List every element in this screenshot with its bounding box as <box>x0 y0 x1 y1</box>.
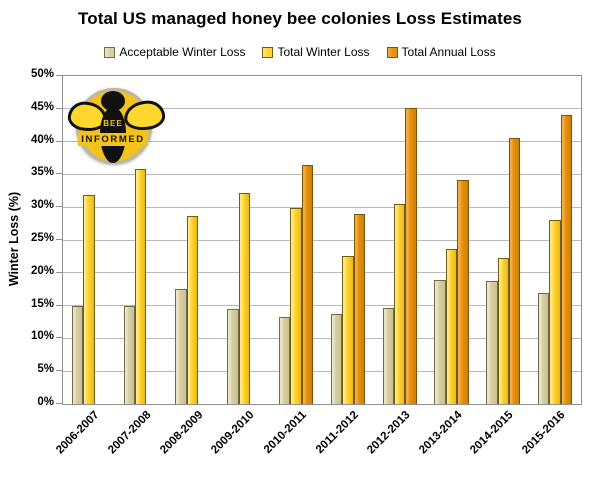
bar-total-winter-loss-2015-2016 <box>549 219 561 404</box>
y-tick-label: 5% <box>37 363 54 376</box>
bar-acceptable-winter-loss-2010-2011 <box>279 317 291 404</box>
y-tick-label: 10% <box>30 330 54 343</box>
x-axis-label: 2010-2011 <box>261 409 309 456</box>
y-tick-label: 50% <box>30 68 54 80</box>
gridline <box>63 239 581 241</box>
bar-total-winter-loss-2011-2012 <box>342 256 354 404</box>
y-tick-mark <box>56 370 62 372</box>
bar-acceptable-winter-loss-2006-2007 <box>71 305 84 404</box>
logo-banner: INFORMED <box>78 133 148 146</box>
y-tick-label: 45% <box>30 100 54 113</box>
bar-total-annual-loss-2010-2011 <box>301 165 314 404</box>
legend-item-total-winter-loss: Total Winter Loss <box>262 45 370 59</box>
plot-area: BEE INFORMED <box>62 75 582 405</box>
y-tick-mark <box>56 337 62 339</box>
bee-head-icon <box>101 91 125 111</box>
bar-acceptable-winter-loss-2011-2012 <box>330 314 343 404</box>
bar-total-annual-loss-2011-2012 <box>353 213 365 404</box>
legend-swatch-icon <box>262 46 274 58</box>
legend-swatch-icon <box>386 46 398 58</box>
legend-label: Total Annual Loss <box>401 45 496 59</box>
bar-total-annual-loss-2012-2013 <box>405 108 417 404</box>
bar-acceptable-winter-loss-2009-2010 <box>227 308 239 404</box>
bar-acceptable-winter-loss-2014-2015 <box>486 281 498 404</box>
bar-acceptable-winter-loss-2008-2009 <box>175 288 187 404</box>
y-tick-mark <box>56 206 62 208</box>
legend-label: Acceptable Winter Loss <box>119 45 246 59</box>
bar-acceptable-winter-loss-2012-2013 <box>382 308 394 404</box>
logo-text-informed: INFORMED <box>81 134 145 145</box>
gridline <box>63 108 581 110</box>
legend-label: Total Winter Loss <box>277 45 370 59</box>
y-tick-label: 0% <box>37 396 54 408</box>
bar-acceptable-winter-loss-2015-2016 <box>538 293 550 404</box>
x-axis-label: 2012-2013 <box>364 409 413 457</box>
y-tick-mark <box>56 107 62 109</box>
gridline <box>63 173 581 175</box>
bar-total-winter-loss-2013-2014 <box>445 248 458 404</box>
y-tick-mark <box>56 304 62 306</box>
x-axis-label: 2009-2010 <box>209 409 257 457</box>
bar-acceptable-winter-loss-2007-2008 <box>123 305 135 404</box>
bar-total-winter-loss-2010-2011 <box>290 207 302 404</box>
chart-title: Total US managed honey bee colonies Loss… <box>78 9 522 28</box>
y-tick-label: 40% <box>30 133 54 146</box>
x-axis-label: 2006-2007 <box>54 409 102 457</box>
gridline <box>63 272 581 274</box>
x-axis-label: 2008-2009 <box>157 409 205 457</box>
y-tick-label: 25% <box>30 232 54 244</box>
y-tick-label: 20% <box>30 264 54 277</box>
bar-total-annual-loss-2014-2015 <box>509 137 521 404</box>
y-tick-mark <box>56 75 62 76</box>
y-tick-label: 35% <box>30 166 54 179</box>
y-tick-mark <box>56 140 62 142</box>
x-axis-label: 2013-2014 <box>416 409 464 457</box>
y-tick-mark <box>56 239 62 240</box>
bar-acceptable-winter-loss-2013-2014 <box>434 280 446 404</box>
bar-total-annual-loss-2013-2014 <box>457 179 469 404</box>
logo-text-bee: BEE <box>103 119 123 128</box>
gridline <box>63 370 581 372</box>
bar-total-winter-loss-2007-2008 <box>135 169 147 404</box>
bar-total-winter-loss-2008-2009 <box>186 216 199 404</box>
x-axis-label: 2015-2016 <box>520 409 568 457</box>
bee-informed-logo: BEE INFORMED <box>63 81 171 173</box>
y-tick-label: 30% <box>30 199 54 212</box>
gridline <box>63 305 581 307</box>
legend-item-total-annual-loss: Total Annual Loss <box>386 45 496 59</box>
bar-total-winter-loss-2009-2010 <box>238 192 250 404</box>
gridline <box>63 141 581 143</box>
x-axis-label: 2014-2015 <box>468 409 516 457</box>
y-tick-mark <box>56 173 62 175</box>
x-axis-label: 2011-2012 <box>313 409 361 456</box>
y-tick-mark <box>56 403 62 404</box>
y-tick-label: 15% <box>30 297 54 310</box>
y-tick-mark <box>56 271 62 273</box>
bar-total-winter-loss-2014-2015 <box>497 257 509 404</box>
x-axis-label: 2007-2008 <box>105 409 154 457</box>
gridline <box>63 206 581 208</box>
legend-item-acceptable-winter-loss: Acceptable Winter Loss <box>104 45 245 59</box>
gridline <box>63 337 581 339</box>
legend-swatch-icon <box>104 46 116 58</box>
bar-total-annual-loss-2015-2016 <box>560 114 573 404</box>
bar-total-winter-loss-2006-2007 <box>83 195 95 404</box>
legend: Acceptable Winter Loss Total Winter Loss T… <box>0 45 600 59</box>
bar-total-winter-loss-2012-2013 <box>394 203 406 404</box>
